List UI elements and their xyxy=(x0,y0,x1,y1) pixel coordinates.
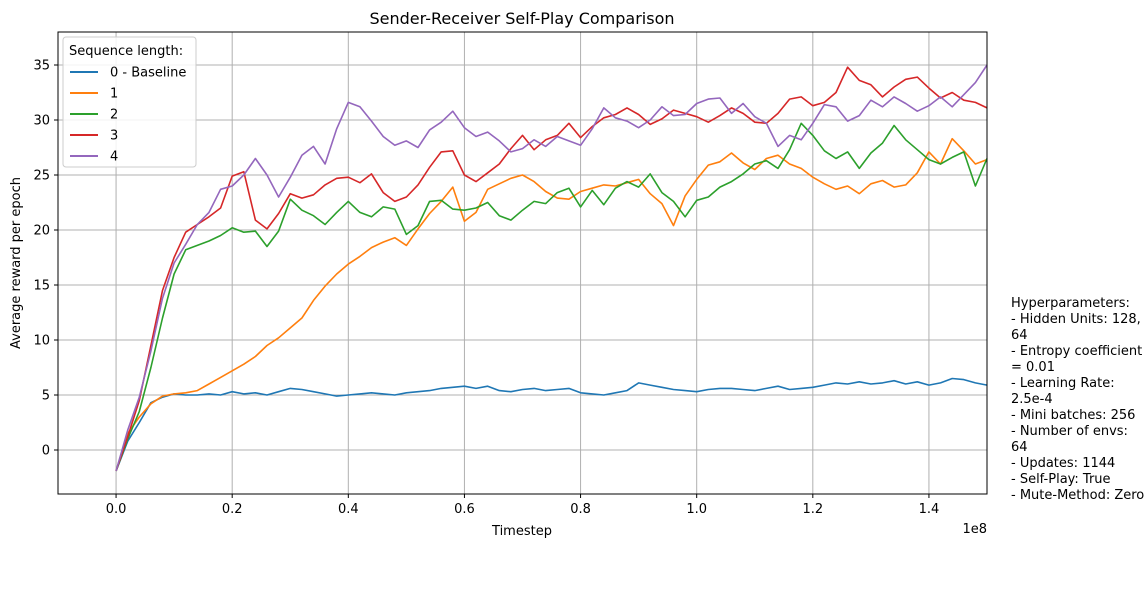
legend-item-label: 0 - Baseline xyxy=(110,66,186,81)
legend: Sequence length: 0 - Baseline 1 2 3 4 xyxy=(62,36,197,168)
series-line-4 xyxy=(115,64,988,472)
legend-item-label: 4 xyxy=(110,150,118,165)
series-line-3 xyxy=(115,66,988,472)
x-offset-label: 1e8 xyxy=(962,522,987,537)
series-line-1 xyxy=(115,137,988,472)
hyperparameter-line: - Mute-Method: Zero xyxy=(1011,488,1145,503)
y-tick-label: 30 xyxy=(33,114,50,129)
x-axis-label: Timestep xyxy=(491,524,552,539)
y-axis-label: Average reward per epoch xyxy=(9,177,24,349)
x-tick-label: 0.2 xyxy=(222,502,243,517)
legend-item-label: 2 xyxy=(110,108,118,123)
grid xyxy=(58,32,987,494)
legend-item-label: 3 xyxy=(110,129,118,144)
chart-title: Sender-Receiver Self-Play Comparison xyxy=(370,9,675,28)
hyperparameter-line: - Self-Play: True xyxy=(1011,472,1111,487)
x-tick-label: 0.4 xyxy=(338,502,359,517)
y-tick-label: 10 xyxy=(33,334,50,349)
x-tick-label: 1.2 xyxy=(802,502,823,517)
hyperparameters-heading: Hyperparameters: xyxy=(1011,296,1130,311)
hyperparameter-line: - Number of envs: 64 xyxy=(1011,424,1128,455)
y-tick-label: 0 xyxy=(42,444,50,459)
x-tick-label: 1.4 xyxy=(919,502,940,517)
hyperparameter-line: - Hidden Units: 128, 64 xyxy=(1011,312,1141,343)
x-tick-label: 0.8 xyxy=(570,502,591,517)
hyperparameter-line: - Mini batches: 256 xyxy=(1011,408,1136,423)
y-tick-label: 15 xyxy=(33,279,50,294)
x-tick-label: 0.0 xyxy=(106,502,127,517)
y-tick-label: 25 xyxy=(33,169,50,184)
hyperparameter-line: - Learning Rate: 2.5e-4 xyxy=(1011,376,1115,407)
y-tick-label: 5 xyxy=(42,389,50,404)
y-tick-label: 35 xyxy=(33,59,50,74)
hyperparameter-line: - Updates: 1144 xyxy=(1011,456,1116,471)
x-tick-label: 1.0 xyxy=(686,502,707,517)
series-lines xyxy=(115,64,988,472)
hyperparameters-note: Hyperparameters: - Hidden Units: 128, 64… xyxy=(1011,296,1147,504)
y-tick-label: 20 xyxy=(33,224,50,239)
legend-title: Sequence length: xyxy=(69,44,183,59)
hyperparameter-line: - Entropy coefficient = 0.01 xyxy=(1011,344,1143,375)
plot-frame xyxy=(57,31,988,495)
legend-item-label: 1 xyxy=(110,87,118,102)
series-line-2 xyxy=(115,122,988,472)
axis-ticks: 0.0 0.2 0.4 0.6 0.8 1.0 1.2 1.4 0 5 10 15 20 25 30 35 xyxy=(33,59,939,518)
x-tick-label: 0.6 xyxy=(454,502,475,517)
series-line-0-baseline xyxy=(115,377,988,472)
